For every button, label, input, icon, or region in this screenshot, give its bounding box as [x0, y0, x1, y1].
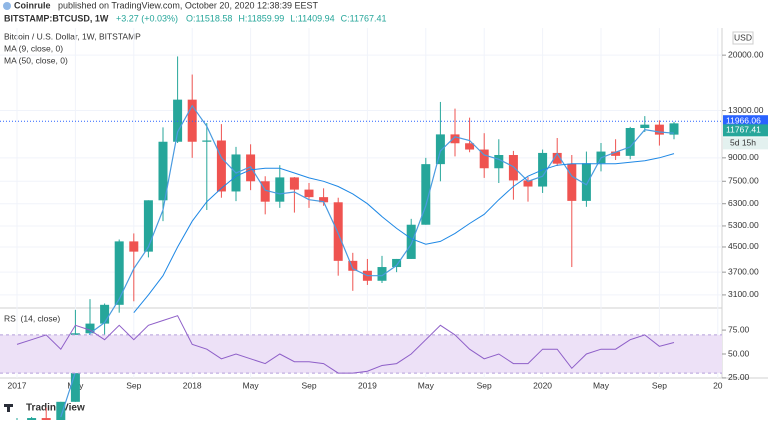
x-tick-label: May	[243, 380, 260, 390]
candle-body	[129, 241, 139, 252]
candle-body	[216, 140, 226, 192]
x-tick-label: Sep	[126, 380, 141, 390]
ma-line	[133, 153, 675, 314]
candle-body	[508, 155, 518, 181]
candle-body	[319, 197, 329, 203]
candle-body	[392, 258, 402, 268]
candle-body	[552, 152, 562, 164]
y-tick-label: 9000.00	[728, 152, 759, 162]
y-tick-label: 20000.00	[728, 49, 764, 59]
x-tick-label: May	[593, 380, 610, 390]
candle-body	[567, 163, 577, 201]
rsi-band	[0, 334, 722, 374]
candle-body	[523, 180, 533, 187]
x-tick-label: 2020	[533, 380, 552, 390]
candle-body	[289, 177, 299, 190]
x-tick-label: 2017	[8, 380, 27, 390]
quote-value: L:11409.94	[290, 13, 334, 23]
last-label-bg	[723, 124, 768, 137]
candle-body	[246, 154, 256, 182]
candle-body	[158, 141, 168, 201]
y-tick-label: 75.00	[728, 324, 750, 334]
y-tick-label: 3700.00	[728, 266, 759, 276]
candle-body	[654, 124, 664, 135]
published: published on TradingView.com, October 20…	[58, 0, 319, 10]
footer: TradingView	[26, 403, 85, 414]
candle-body	[56, 401, 66, 425]
y-tick-label: 7500.00	[728, 176, 759, 186]
legend-ma50: MA (50, close, 0)	[4, 55, 68, 65]
candle-body	[100, 304, 110, 324]
candle-body	[421, 164, 431, 225]
last-label: 11767.41	[726, 125, 761, 135]
countdown-bg	[723, 137, 768, 150]
candle-body	[377, 267, 387, 281]
currency-box[interactable]	[732, 31, 754, 45]
quote-value: C:11767.41	[341, 13, 387, 23]
candle-body	[275, 177, 285, 202]
x-tick-label: Sep	[477, 380, 492, 390]
candle-body	[450, 134, 460, 144]
candle-body	[465, 143, 475, 150]
candle-body	[260, 181, 270, 202]
rsi-title: RSI (14, close)	[4, 313, 60, 323]
candle-body	[143, 200, 153, 252]
x-tick-label: May	[418, 380, 435, 390]
symbol: BITSTAMP:BTCUSD, 1W	[4, 13, 109, 23]
y-tick-label: 13000.00	[728, 105, 764, 115]
candle-body	[333, 202, 343, 261]
price-label: 11966.06	[726, 115, 761, 125]
avatar	[3, 2, 11, 10]
candle-body	[114, 241, 124, 305]
x-tick-label: 20	[713, 380, 723, 390]
y-tick-label: 5300.00	[728, 220, 759, 230]
candle-body	[187, 99, 197, 142]
change: +3.27 (+0.03%)	[116, 13, 178, 23]
x-tick-label: Sep	[301, 380, 316, 390]
y-tick-label: 25.00	[728, 372, 750, 382]
candle-body	[479, 149, 489, 169]
y-tick-label: 3100.00	[728, 289, 759, 299]
candle-body	[669, 123, 679, 135]
x-tick-label: Sep	[652, 380, 667, 390]
quote-value: H:11859.99	[238, 13, 284, 23]
candle-body	[348, 260, 358, 271]
countdown: 5d 15h	[730, 138, 756, 148]
candle-body	[435, 134, 445, 165]
ma-line	[60, 104, 675, 418]
candle-body	[581, 163, 591, 201]
candle-body	[640, 124, 650, 129]
candle-body	[494, 155, 504, 169]
logo	[4, 404, 13, 412]
candle-body	[173, 99, 183, 142]
candle-body	[202, 140, 212, 142]
currency: USD	[734, 32, 752, 42]
candle-body	[625, 128, 635, 156]
candle-body	[304, 189, 314, 198]
y-tick-label: 4500.00	[728, 241, 759, 251]
legend-main: Bitcoin / U.S. Dollar, 1W, BITSTAMP	[4, 31, 141, 41]
y-tick-label: 50.00	[728, 348, 750, 358]
quote-value: O:11518.58	[186, 13, 232, 23]
candle-body	[85, 323, 95, 334]
price-label-bg	[723, 115, 768, 128]
x-tick-label: 2019	[358, 380, 377, 390]
candle-body	[406, 224, 416, 259]
publisher: Coinrule	[14, 0, 51, 10]
legend-ma9: MA (9, close, 0)	[4, 43, 63, 53]
rsi-line	[16, 315, 675, 374]
x-tick-label: 2018	[183, 380, 202, 390]
candle-body	[611, 151, 621, 156]
y-tick-label: 6300.00	[728, 198, 759, 208]
